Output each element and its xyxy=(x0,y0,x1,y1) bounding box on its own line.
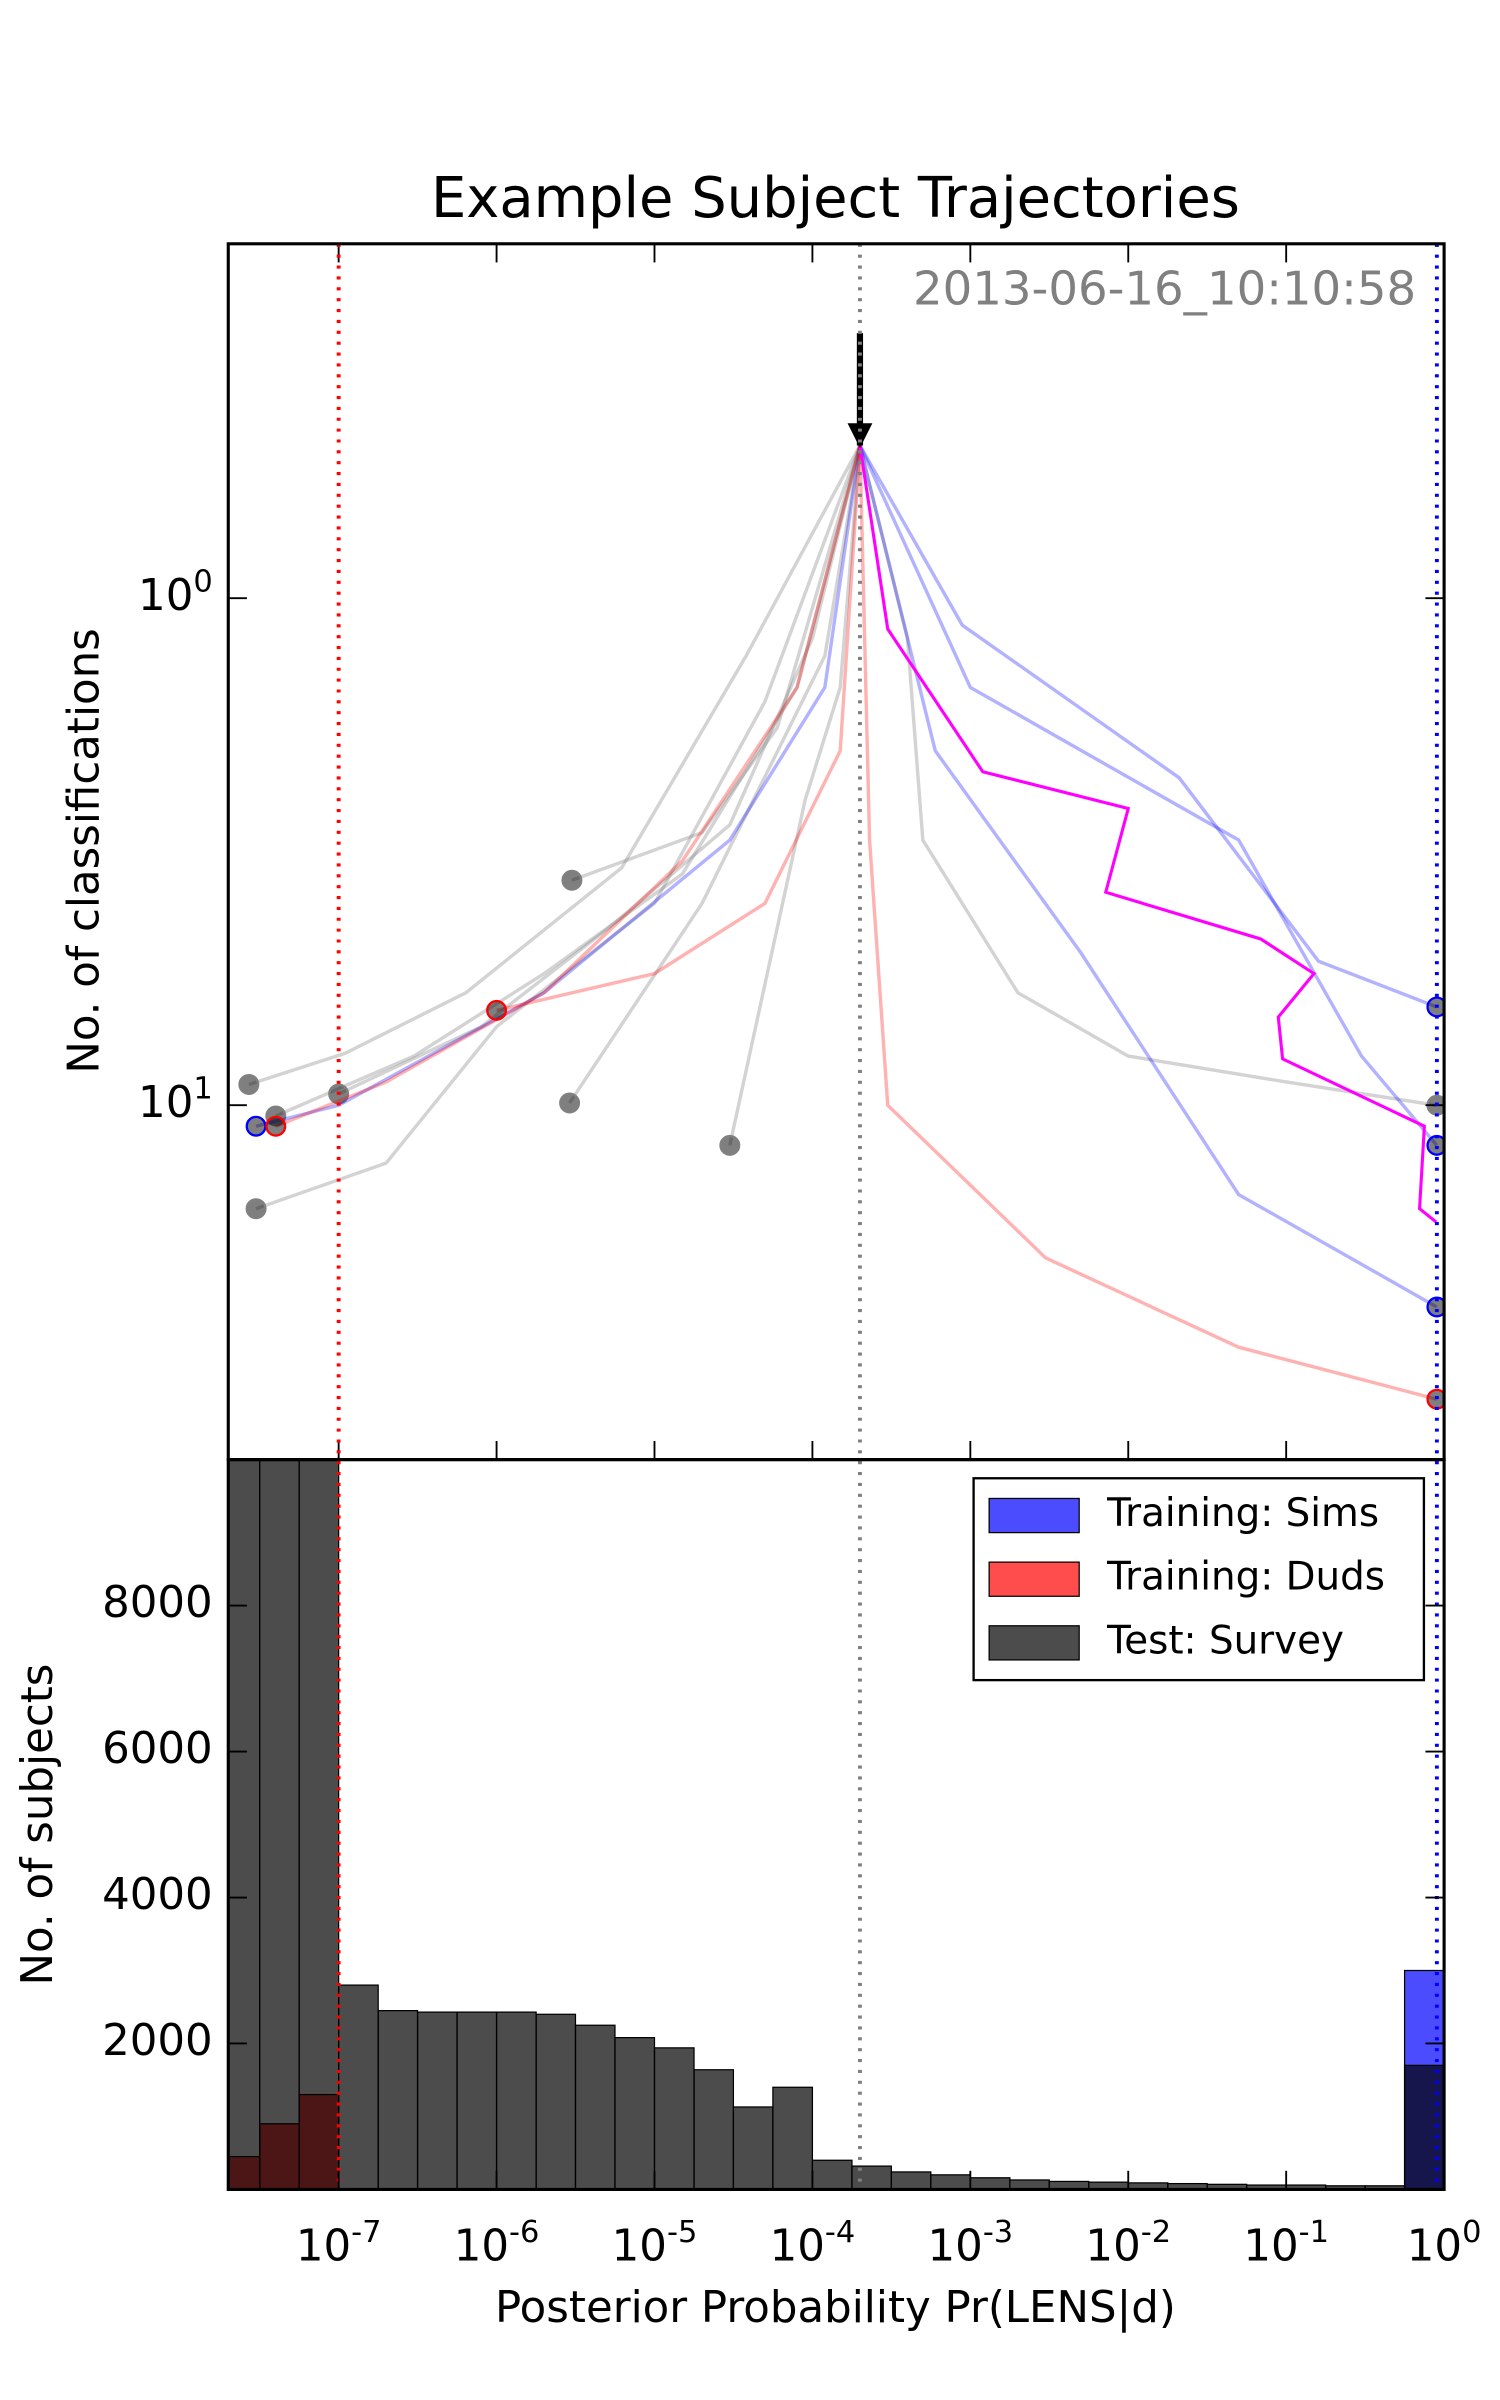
histogram-panel xyxy=(228,1459,1445,2190)
trajectory xyxy=(858,445,1438,1309)
x-tick-label: 10-1 xyxy=(1243,2214,1329,2271)
histogram-bar xyxy=(228,1459,261,2190)
histogram-bar xyxy=(416,2011,458,2190)
histogram-bar xyxy=(1403,2064,1445,2190)
x-tick-label: 10-5 xyxy=(612,2214,698,2271)
trajectory-endpoint xyxy=(245,1198,267,1220)
histogram-bar xyxy=(574,2024,616,2190)
trajectory xyxy=(858,445,1438,1224)
histogram-bar xyxy=(298,1459,340,2190)
axes-frame xyxy=(226,242,1446,1462)
histogram-bar xyxy=(456,2011,498,2190)
legend-label: Training: Sims xyxy=(1106,1491,1379,1536)
histogram-bar xyxy=(535,2013,577,2190)
x-tick-label: 10-2 xyxy=(1085,2214,1171,2271)
histogram-bar xyxy=(495,2011,537,2190)
trajectory-endpoint xyxy=(265,1115,287,1137)
histogram-bar xyxy=(851,2165,892,2190)
legend-swatch xyxy=(988,1561,1080,1597)
x-tick-label: 10-3 xyxy=(928,2214,1014,2271)
x-axis-label: Posterior Probability Pr(LENS|d) xyxy=(495,2283,1176,2333)
axes-frame xyxy=(226,1458,1446,2191)
x-tick-label: 10-4 xyxy=(770,2214,856,2271)
y-tick-label: 8000 xyxy=(102,1578,213,1628)
legend-swatch xyxy=(988,1497,1080,1534)
trajectory xyxy=(496,445,862,1013)
trajectory xyxy=(858,444,1438,1009)
trajectory-endpoint xyxy=(245,1115,267,1137)
trajectory xyxy=(337,445,862,1096)
legend-swatch xyxy=(988,1625,1080,1661)
trajectory xyxy=(275,445,862,1128)
legend-label: Test: Survey xyxy=(1106,1618,1344,1663)
trajectory xyxy=(275,445,862,1118)
trajectory xyxy=(858,445,1438,1107)
y-axis-label: No. of subjects xyxy=(13,1664,63,1986)
trajectory xyxy=(728,445,862,1146)
histogram-bar xyxy=(377,2010,419,2190)
x-tick-label: 10-7 xyxy=(296,2214,382,2271)
histogram-bar xyxy=(653,2047,695,2190)
trajectory-endpoint xyxy=(559,1092,581,1114)
trajectory-endpoint xyxy=(719,1134,741,1156)
y-tick-label: 101 xyxy=(138,1071,213,1128)
y-axis-label: No. of classifications xyxy=(59,628,109,1074)
histogram-bar xyxy=(772,2086,814,2190)
y-tick-label: 6000 xyxy=(102,1724,213,1774)
histogram-bar xyxy=(259,1459,300,2190)
chart-title: Example Subject Trajectories xyxy=(431,166,1240,231)
histogram-bar xyxy=(930,2174,971,2190)
histogram-bar xyxy=(614,2037,656,2190)
trajectory xyxy=(568,445,862,1104)
overlay: 100 101 2000 4000 6000 8000 10-7 10-6 10-5 10-4 10… xyxy=(102,242,1482,2271)
trajectory xyxy=(255,444,862,1211)
histogram-bar xyxy=(811,2159,853,2190)
histogram-bar xyxy=(693,2069,735,2190)
histogram-bar xyxy=(732,2106,774,2190)
histogram-bar xyxy=(890,2171,932,2190)
x-tick-label: 100 xyxy=(1407,2214,1482,2271)
trajectory xyxy=(571,445,862,882)
legend-label: Training: Duds xyxy=(1106,1555,1385,1600)
trajectory-endpoint xyxy=(238,1073,260,1095)
trajectory xyxy=(858,445,1438,1401)
histogram-bar xyxy=(338,1984,379,2190)
y-tick-label: 2000 xyxy=(102,2016,213,2066)
trajectory xyxy=(858,444,1439,1147)
trajectory-endpoint xyxy=(561,869,583,891)
x-tick-label: 10-6 xyxy=(454,2214,540,2271)
histogram-bar xyxy=(969,2177,1011,2190)
timestamp-annotation: 2013-06-16_10:10:58 xyxy=(913,261,1416,315)
trajectory xyxy=(248,444,862,1087)
y-tick-label: 100 xyxy=(138,564,213,621)
trajectory xyxy=(255,445,862,1128)
y-tick-label: 4000 xyxy=(102,1870,213,1920)
trajectory-panel xyxy=(238,444,1445,1410)
trajectory-endpoint xyxy=(1426,1296,1445,1318)
trajectory-endpoint xyxy=(486,999,508,1021)
